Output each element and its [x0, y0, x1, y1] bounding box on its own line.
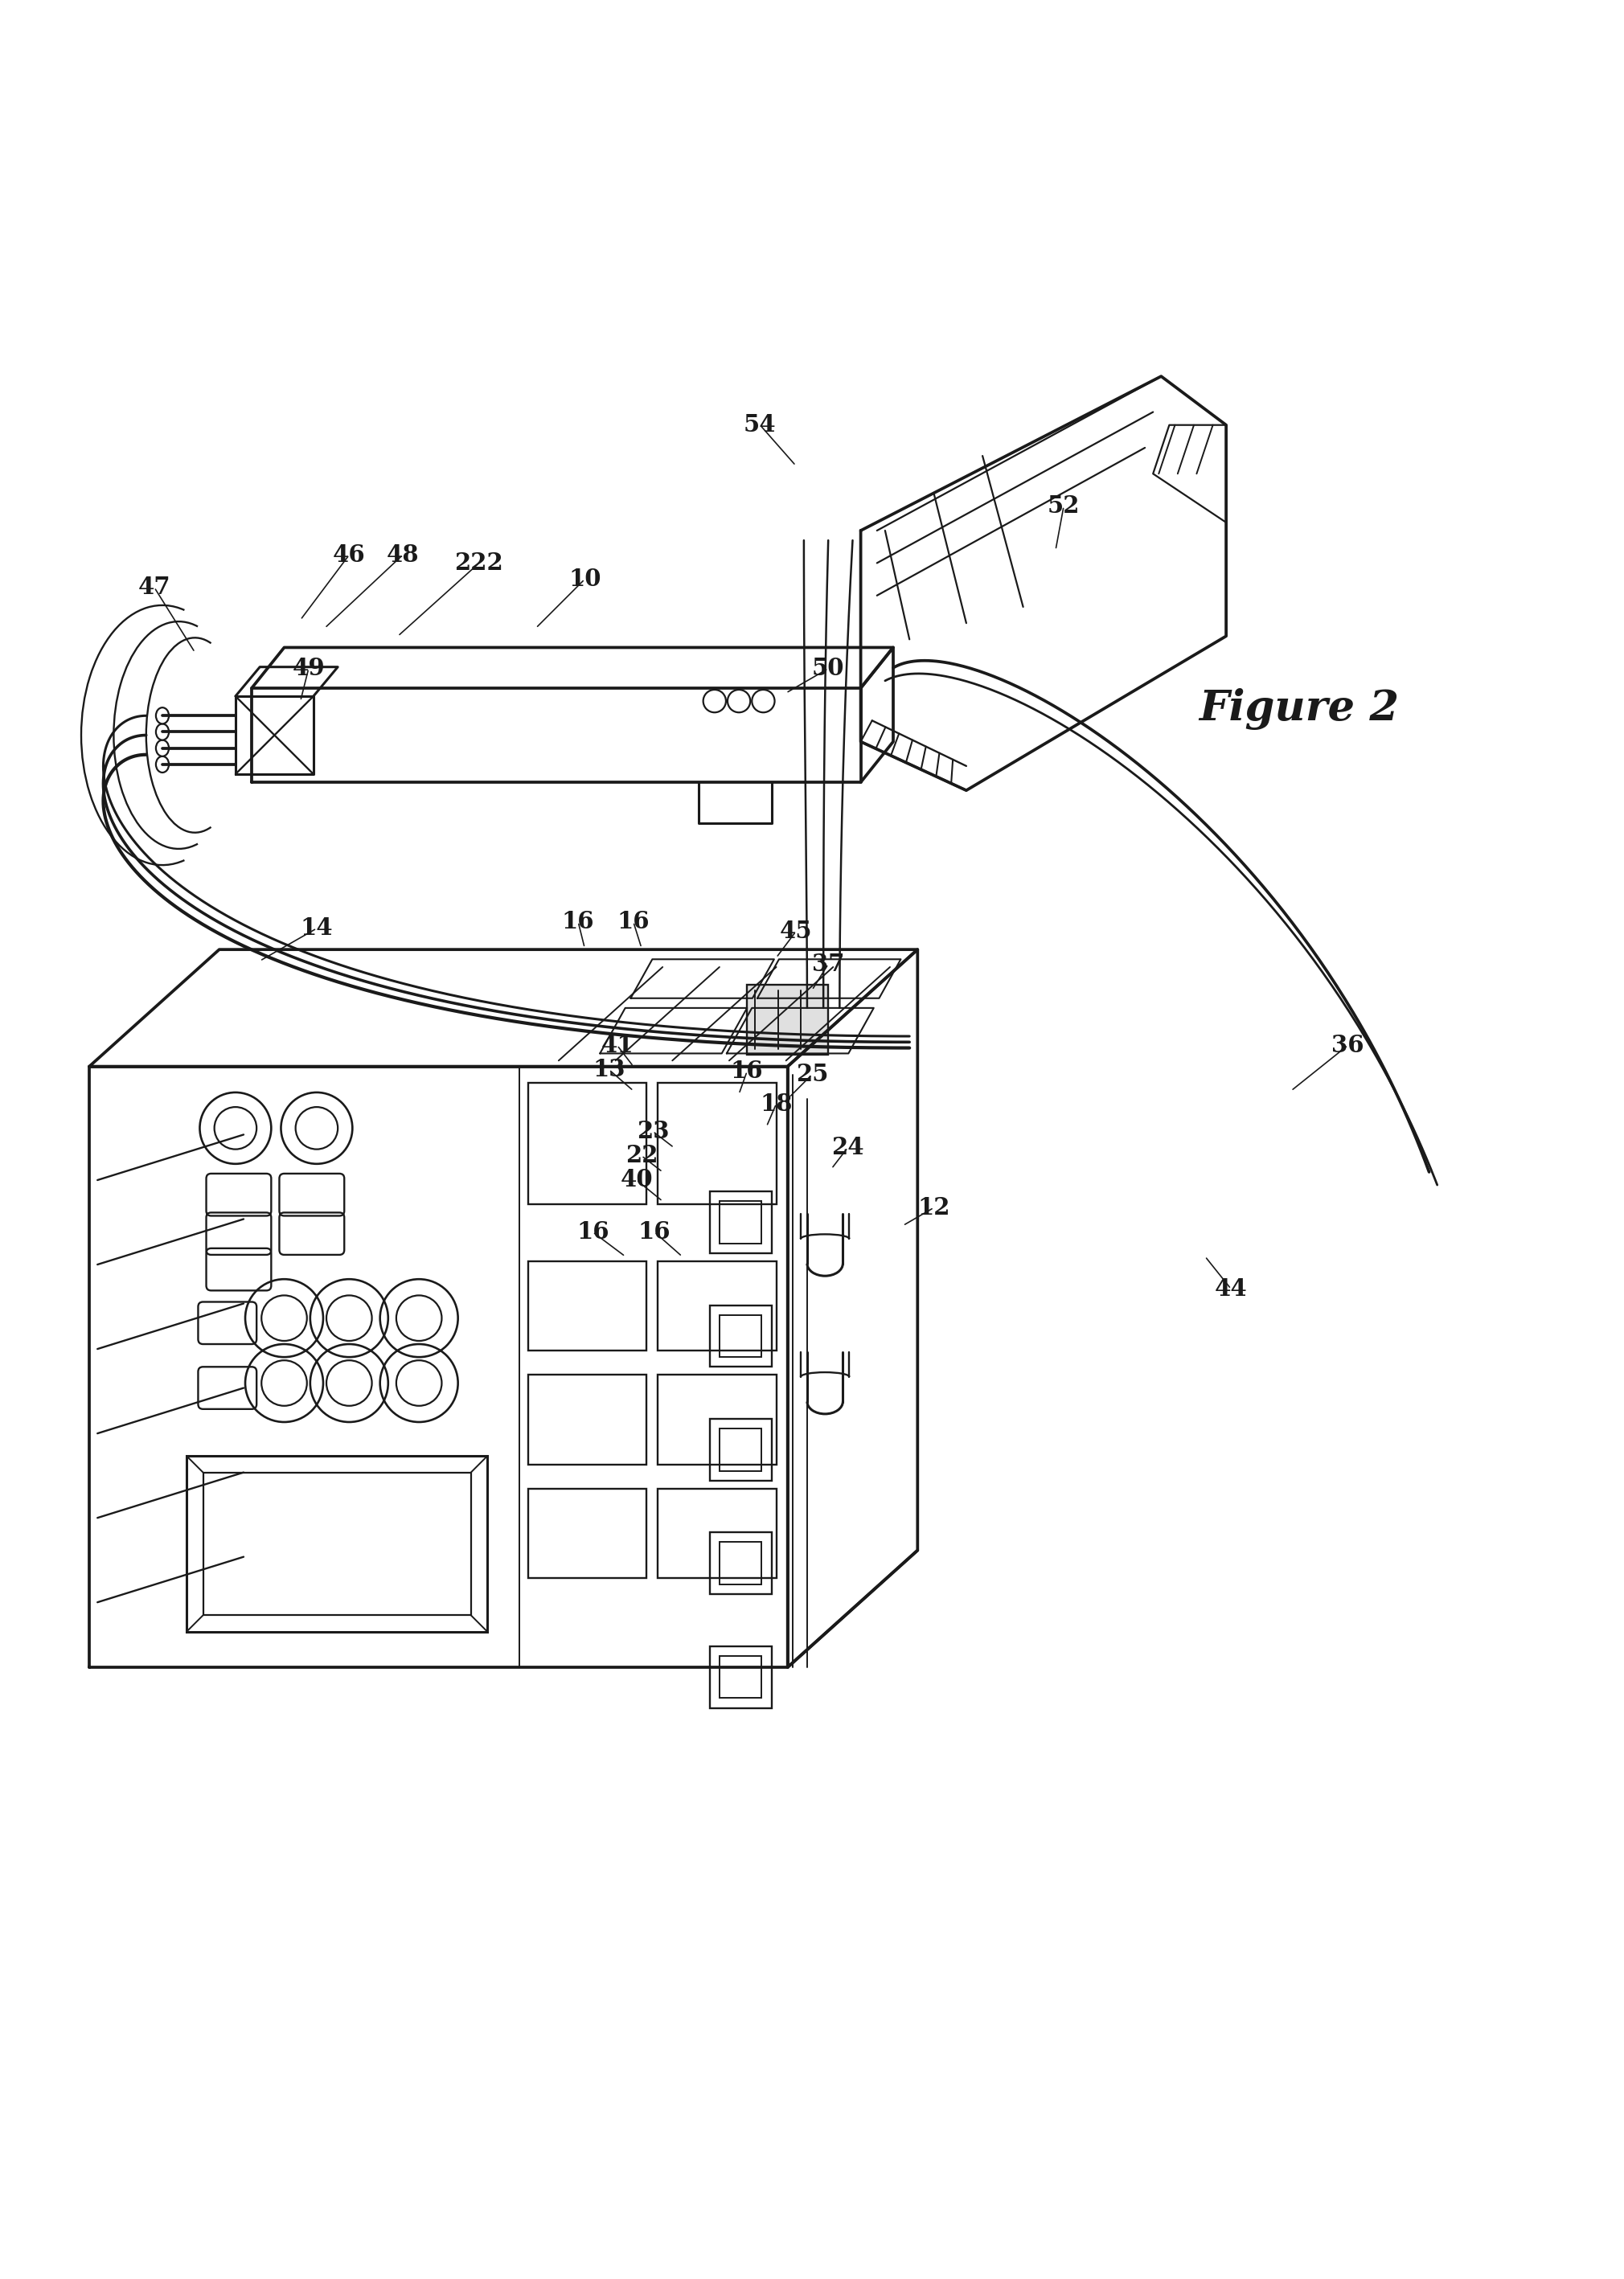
Ellipse shape: [156, 741, 169, 757]
Text: 52: 52: [1047, 495, 1080, 517]
Bar: [747, 985, 828, 1055]
Text: 36: 36: [1332, 1035, 1364, 1057]
Text: 16: 16: [617, 909, 650, 934]
Text: 44: 44: [1215, 1276, 1247, 1301]
Text: 10: 10: [568, 567, 601, 590]
Bar: [710, 1645, 771, 1707]
Bar: [719, 1543, 762, 1584]
Text: 16: 16: [562, 909, 594, 934]
Bar: [719, 1657, 762, 1698]
Bar: [710, 1192, 771, 1253]
Ellipse shape: [156, 706, 169, 725]
Text: 47: 47: [138, 577, 171, 599]
Ellipse shape: [156, 757, 169, 773]
Text: 45: 45: [780, 921, 812, 944]
Text: 22: 22: [625, 1144, 658, 1167]
Text: 16: 16: [731, 1060, 763, 1083]
Bar: [203, 1472, 471, 1616]
Text: 23: 23: [637, 1119, 669, 1144]
Bar: [528, 1488, 646, 1577]
Text: 222: 222: [455, 552, 503, 574]
Text: 16: 16: [638, 1219, 671, 1244]
Ellipse shape: [156, 725, 169, 741]
Bar: [658, 1260, 776, 1351]
Text: 18: 18: [760, 1092, 793, 1114]
Text: 13: 13: [593, 1057, 625, 1080]
Text: 54: 54: [744, 412, 776, 438]
Text: 24: 24: [831, 1135, 864, 1160]
Text: 49: 49: [292, 656, 325, 679]
Text: 25: 25: [796, 1062, 828, 1087]
Bar: [719, 1315, 762, 1356]
Bar: [528, 1260, 646, 1351]
Text: Figure 2: Figure 2: [1199, 688, 1400, 729]
Text: 16: 16: [577, 1219, 609, 1244]
Bar: [710, 1306, 771, 1367]
Bar: [528, 1083, 646, 1206]
Bar: [719, 1201, 762, 1244]
Bar: [719, 1429, 762, 1470]
Bar: [528, 1374, 646, 1465]
Text: 14: 14: [300, 916, 333, 939]
Bar: [658, 1374, 776, 1465]
Bar: [710, 1420, 771, 1481]
Bar: [658, 1488, 776, 1577]
Text: 12: 12: [918, 1196, 950, 1219]
Text: 48: 48: [387, 542, 419, 567]
Text: 50: 50: [812, 656, 844, 679]
Bar: [710, 1531, 771, 1595]
Text: 40: 40: [620, 1169, 653, 1192]
Bar: [187, 1456, 487, 1632]
Text: 41: 41: [601, 1035, 633, 1057]
Text: 46: 46: [333, 542, 365, 567]
Bar: [658, 1083, 776, 1206]
Text: 37: 37: [812, 953, 844, 975]
